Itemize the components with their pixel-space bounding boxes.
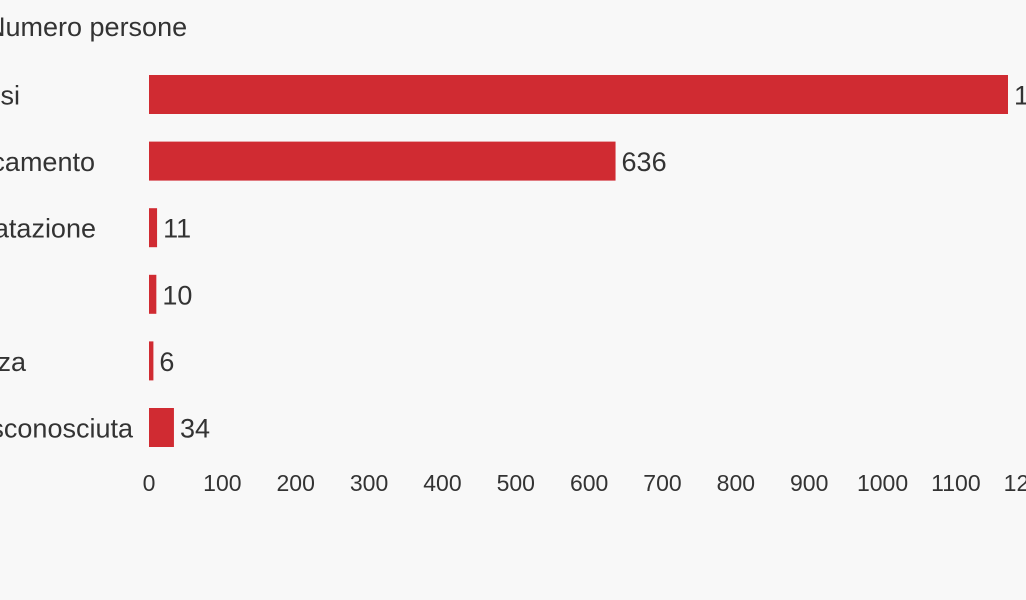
category-labels: Rimpatriati dai Paesi In attesa di colloc… <box>0 81 134 444</box>
x-tick-label: 1100 <box>931 470 980 496</box>
x-tick-label: 400 <box>423 470 461 496</box>
category-label: In attesa di rimpatriatazione <box>0 214 96 244</box>
category-label: Destinazione sconosciuta <box>0 414 134 444</box>
value-label: 11 <box>163 214 191 244</box>
bar <box>149 75 1008 114</box>
x-tick-label: 600 <box>570 470 608 496</box>
bars-layer <box>149 75 1008 447</box>
value-label: 34 <box>180 414 210 444</box>
bar <box>149 141 616 181</box>
category-label: Sotto tutela/di urgenza <box>0 347 27 377</box>
bar <box>149 341 154 381</box>
value-label: 636 <box>622 147 667 177</box>
x-tick-label: 500 <box>497 470 535 496</box>
value-label: 6 <box>159 347 174 377</box>
bar <box>149 408 174 447</box>
bar <box>149 274 157 314</box>
x-tick-label: 1200 <box>1004 470 1026 496</box>
x-axis: 0 100 200 300 400 500 600 700 800 900 1000 1100 1200 <box>143 470 1026 496</box>
chart-title: Numero persone <box>0 12 187 42</box>
x-tick-label: 700 <box>643 470 681 496</box>
category-label: In attesa di collocamento <box>0 147 95 177</box>
bar <box>149 208 158 248</box>
x-tick-label: 300 <box>350 470 388 496</box>
x-tick-label: 900 <box>790 470 828 496</box>
x-tick-label: 800 <box>717 470 755 496</box>
value-labels: 1171 636 11 10 6 34 <box>159 81 1026 444</box>
x-tick-label: 100 <box>203 470 241 496</box>
value-label: 10 <box>162 280 192 310</box>
value-label: 1171 <box>1014 81 1026 111</box>
x-tick-label: 1000 <box>857 470 908 496</box>
x-tick-label: 0 <box>143 470 156 496</box>
x-tick-label: 200 <box>277 470 315 496</box>
category-label: Rimpatriati dai Paesi <box>0 81 20 111</box>
